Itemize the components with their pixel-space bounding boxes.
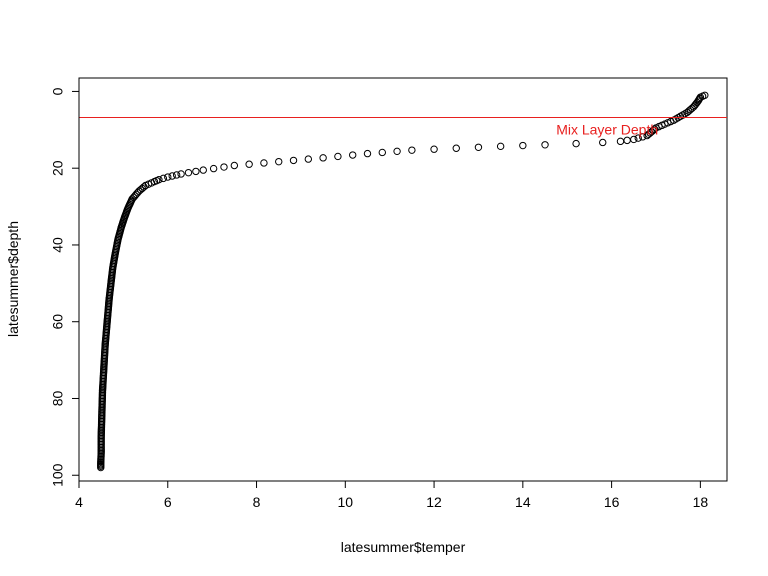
- data-point: [245, 160, 253, 168]
- y-axis: 0 20 40 60 80 100: [50, 87, 80, 487]
- y-tick-label: 0: [50, 87, 66, 95]
- data-point: [177, 170, 185, 178]
- data-point: [430, 145, 438, 153]
- data-point: [393, 147, 401, 156]
- data-point: [260, 159, 268, 167]
- y-tick-label: 100: [50, 463, 66, 487]
- x-tick-label: 6: [164, 494, 172, 510]
- data-point: [164, 173, 172, 181]
- x-tick-label: 16: [604, 494, 620, 510]
- data-point: [275, 157, 283, 166]
- data-point: [638, 133, 647, 141]
- data-point: [519, 141, 527, 150]
- data-point: [634, 134, 642, 142]
- y-tick-label: 20: [50, 160, 66, 176]
- data-point: [168, 172, 176, 180]
- x-tick-label: 10: [338, 494, 354, 510]
- x-axis-label: latesummer$temper: [341, 539, 466, 555]
- data-point: [378, 148, 386, 157]
- data-points: [97, 91, 709, 472]
- data-point: [209, 164, 218, 173]
- x-tick-label: 8: [253, 494, 261, 510]
- data-point: [616, 137, 625, 146]
- data-point: [289, 156, 298, 165]
- data-point: [192, 167, 200, 176]
- data-point: [452, 144, 460, 152]
- data-point: [184, 168, 193, 177]
- y-tick-label: 80: [50, 390, 66, 406]
- data-point: [349, 151, 357, 159]
- data-point: [172, 171, 181, 179]
- data-point: [408, 146, 416, 154]
- x-tick-label: 12: [426, 494, 442, 510]
- data-point: [541, 141, 549, 149]
- data-point: [496, 142, 505, 151]
- data-point: [199, 166, 207, 174]
- y-axis-label: latesummer$depth: [5, 221, 21, 337]
- y-tick-label: 40: [50, 237, 66, 253]
- data-point: [97, 463, 105, 472]
- y-tick-label: 60: [50, 314, 66, 330]
- x-axis: 4 6 8 10 12 14 16 18: [75, 480, 709, 510]
- x-tick-label: 14: [515, 494, 531, 510]
- data-point: [334, 152, 342, 161]
- data-point: [599, 138, 607, 147]
- data-point: [230, 161, 239, 170]
- data-point: [643, 131, 651, 140]
- data-point: [304, 155, 313, 163]
- x-tick-label: 4: [75, 494, 83, 510]
- data-point: [572, 139, 580, 148]
- mix-layer-depth-label: Mix Layer Depth: [556, 121, 658, 137]
- data-point: [644, 130, 653, 138]
- data-point: [159, 174, 168, 183]
- data-point: [319, 154, 327, 162]
- x-tick-label: 18: [693, 494, 709, 510]
- data-point: [220, 163, 228, 171]
- data-point: [623, 136, 631, 145]
- data-point: [363, 149, 372, 158]
- data-point: [474, 143, 483, 151]
